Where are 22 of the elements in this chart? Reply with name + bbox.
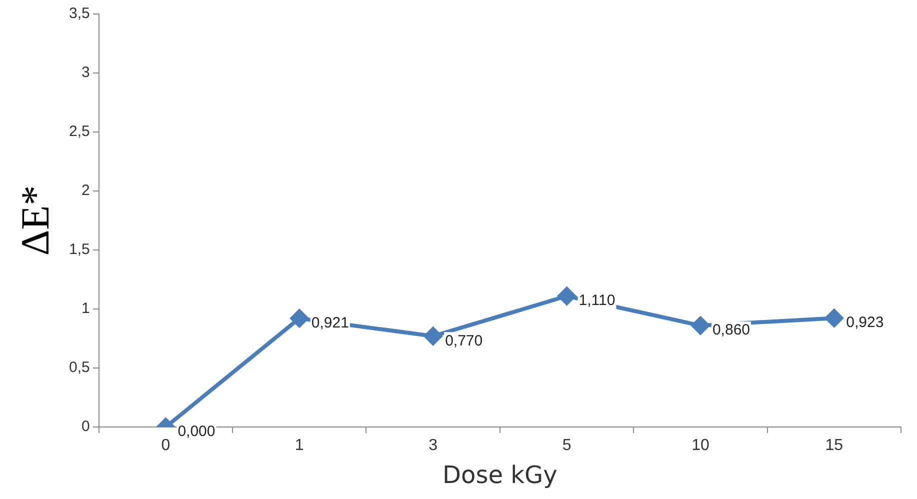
x-axis-title: Dose kGy [442, 460, 558, 489]
x-tick-label: 1 [294, 437, 304, 454]
y-tick-label: 1,5 [68, 241, 90, 258]
x-tick-label: 0 [161, 437, 170, 454]
data-label: 0,000 [178, 423, 216, 440]
x-tick-label: 10 [692, 437, 710, 454]
data-label: 0,860 [712, 322, 750, 339]
y-tick-label: 3 [82, 64, 90, 82]
x-tick-label: 3 [428, 437, 438, 454]
data-label: 0,923 [846, 314, 884, 332]
data-label: 0,770 [445, 332, 483, 350]
data-label: 1,110 [578, 292, 616, 310]
y-tick-label: 3,5 [68, 5, 90, 22]
y-axis-title: ΔE* [12, 185, 58, 256]
y-tick-label: 1 [82, 300, 90, 318]
x-tick-label: 15 [825, 437, 844, 454]
y-tick-label: 0,5 [68, 359, 90, 376]
y-tick-label: 0 [82, 418, 90, 436]
data-label: 0,921 [311, 314, 349, 332]
x-tick-label: 5 [562, 437, 572, 454]
y-tick-label: 2,5 [68, 123, 90, 140]
y-tick-label: 2 [82, 182, 90, 200]
